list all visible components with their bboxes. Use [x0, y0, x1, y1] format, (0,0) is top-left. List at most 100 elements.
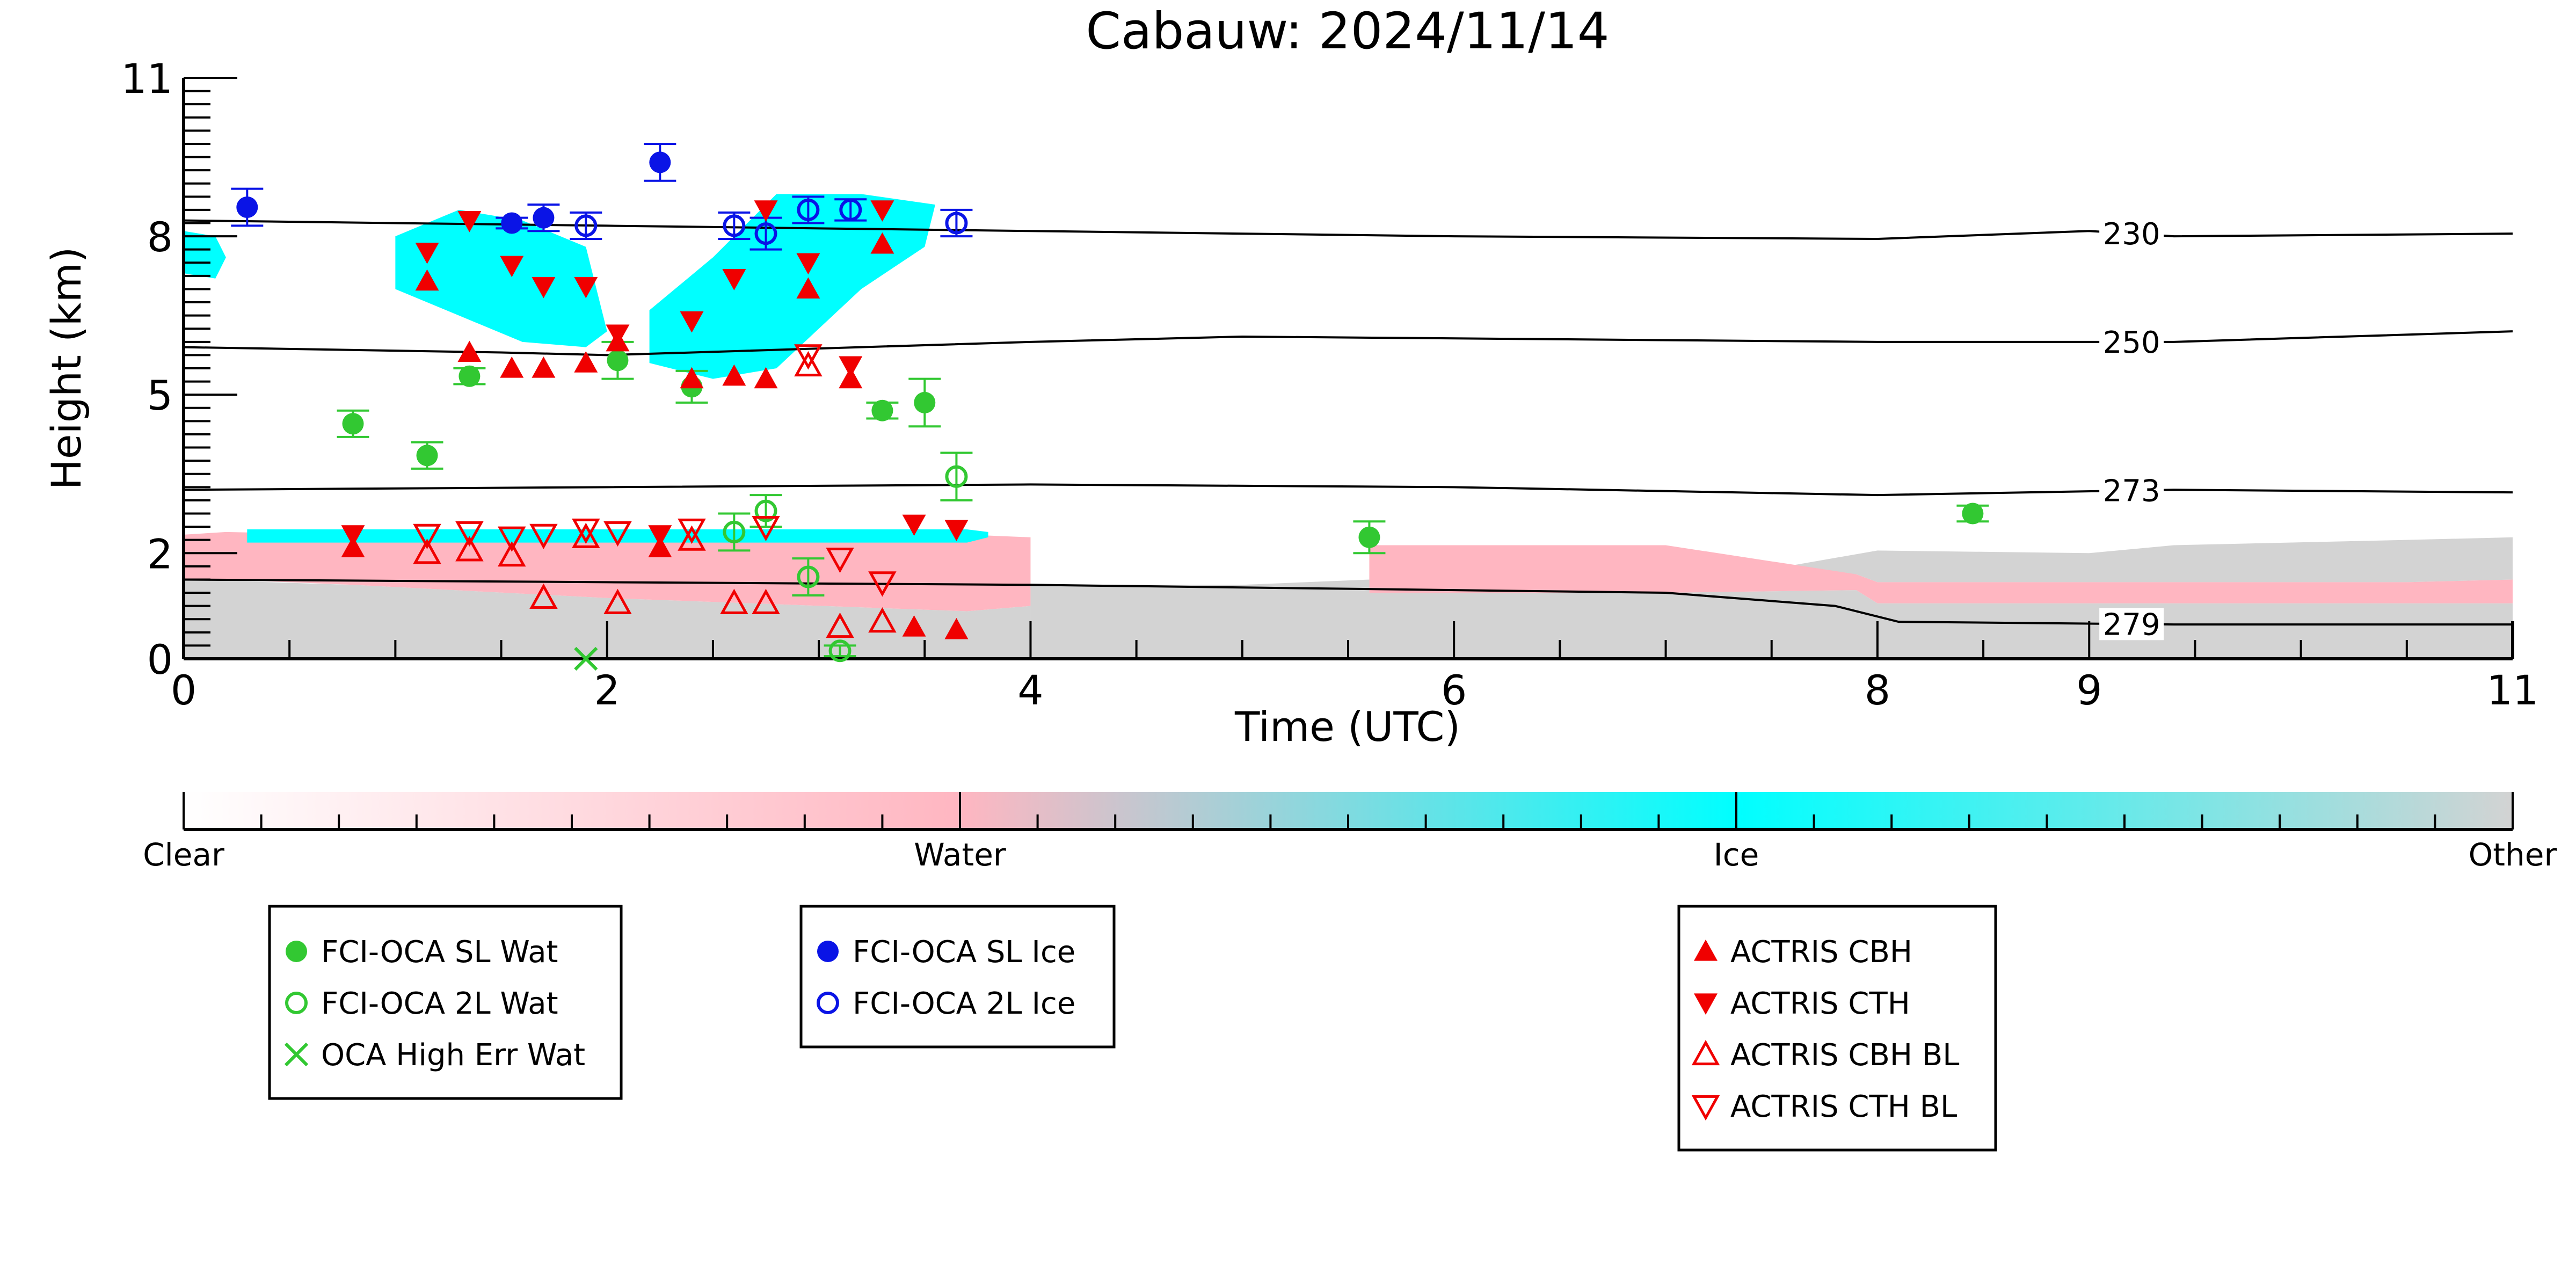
- legend-entry-label: ACTRIS CTH: [1730, 986, 1910, 1021]
- data-point: [794, 344, 823, 370]
- data-point: [1358, 526, 1380, 548]
- mask-water-region-0: [184, 532, 1031, 612]
- y-tick-label: 5: [147, 372, 173, 419]
- error-bar: [824, 644, 856, 658]
- data-point: [648, 525, 672, 547]
- legend-entry-label: OCA High Err Wat: [321, 1038, 585, 1073]
- data-point: [722, 364, 746, 386]
- data-point: [902, 514, 926, 536]
- data-point: [797, 565, 820, 588]
- legend-entry-label: ACTRIS CBH BL: [1730, 1038, 1959, 1073]
- data-point: [680, 367, 704, 389]
- data-point: [572, 518, 600, 544]
- legend-entry-label: FCI-OCA SL Ice: [853, 935, 1075, 970]
- data-point: [752, 588, 780, 614]
- mask-other-region-2: [1665, 537, 2513, 583]
- legend-box-2: [1677, 905, 1997, 1152]
- legend-marker: [1694, 940, 1718, 961]
- mask-water-region-1: [1369, 545, 2513, 603]
- y-tick-label: 8: [147, 213, 173, 261]
- data-point: [723, 520, 746, 543]
- colorbar-label: Other: [2469, 836, 2557, 873]
- contour-label-bg: [2099, 608, 2164, 641]
- data-point: [341, 525, 365, 547]
- error-bar: [718, 512, 751, 552]
- phase-colorbar: Clear Water Ice Other: [143, 792, 2557, 873]
- data-point: [720, 588, 748, 614]
- data-point: [752, 515, 780, 542]
- legend-marker: [285, 992, 308, 1014]
- contour-label: 273: [2103, 474, 2160, 509]
- legend-entry-label: FCI-OCA 2L Ice: [853, 986, 1075, 1021]
- data-point: [236, 196, 258, 218]
- data-point: [500, 256, 524, 278]
- legend-marker: [284, 1042, 309, 1067]
- mask-other-region-0: [184, 579, 1031, 659]
- data-point: [606, 324, 630, 346]
- data-point: [649, 151, 671, 173]
- data-point: [754, 367, 778, 389]
- contour-label: 230: [2103, 217, 2160, 252]
- data-point: [794, 351, 823, 377]
- data-point: [754, 499, 777, 522]
- data-point: [413, 523, 441, 549]
- data-point: [828, 639, 852, 663]
- data-point: [529, 583, 558, 609]
- data-markers: [231, 142, 1989, 671]
- data-point: [533, 207, 555, 229]
- data-point: [574, 276, 598, 299]
- contour-label: 250: [2103, 325, 2160, 360]
- data-point: [498, 526, 526, 552]
- data-point: [341, 536, 365, 558]
- data-point: [413, 539, 441, 564]
- data-point: [870, 232, 894, 254]
- y-tick-label: 2: [147, 530, 173, 578]
- contour-label-bg: [2099, 217, 2164, 250]
- contour-line-279: [184, 578, 2513, 626]
- error-bar: [792, 557, 825, 596]
- data-point: [1962, 503, 1984, 525]
- data-point: [839, 367, 863, 389]
- y-axis-label: Height (km): [42, 247, 90, 490]
- data-point: [902, 615, 926, 637]
- mask-ice-region-2: [184, 231, 226, 279]
- data-point: [680, 311, 704, 333]
- colorbar-label: Clear: [143, 836, 224, 873]
- data-point: [648, 536, 672, 558]
- data-point: [415, 269, 439, 291]
- colorbar-label: Water: [914, 836, 1006, 873]
- legend-marker: [1694, 993, 1718, 1015]
- data-point: [796, 277, 820, 299]
- data-point: [415, 243, 439, 264]
- x-tick-label: 2: [594, 666, 620, 714]
- contour-label-bg: [2099, 474, 2164, 507]
- data-point: [459, 365, 481, 387]
- data-point: [455, 521, 484, 547]
- data-point: [723, 214, 746, 237]
- legend-box-0: [268, 905, 623, 1100]
- contour-label-bg: [2099, 325, 2164, 358]
- legend-marker: [817, 941, 839, 962]
- data-point: [572, 522, 600, 548]
- legend-entry-label: ACTRIS CTH BL: [1730, 1089, 1957, 1124]
- colorbar-label: Ice: [1714, 836, 1759, 873]
- data-point: [574, 214, 598, 237]
- data-point: [839, 198, 862, 221]
- temperature-contours: 230 250 273 279: [184, 217, 2513, 642]
- data-point: [839, 356, 863, 378]
- data-point: [532, 276, 556, 299]
- legend-marker: [817, 992, 839, 1014]
- x-axis-label: Time (UTC): [1234, 703, 1460, 751]
- data-point: [678, 518, 706, 544]
- contour-line-273: [184, 483, 2513, 497]
- legend-box-1: [799, 905, 1116, 1049]
- error-bar: [940, 452, 973, 501]
- plot-axes: 0 2 5 8 11 0 2 4 6 8 9 11: [121, 55, 2538, 714]
- legend-entry-label: FCI-OCA 2L Wat: [321, 986, 558, 1021]
- y-tick-label: 0: [147, 636, 173, 683]
- data-point: [945, 465, 968, 488]
- data-point: [603, 521, 632, 547]
- y-tick-label: 11: [121, 55, 173, 103]
- x-tick-label: 4: [1017, 666, 1043, 714]
